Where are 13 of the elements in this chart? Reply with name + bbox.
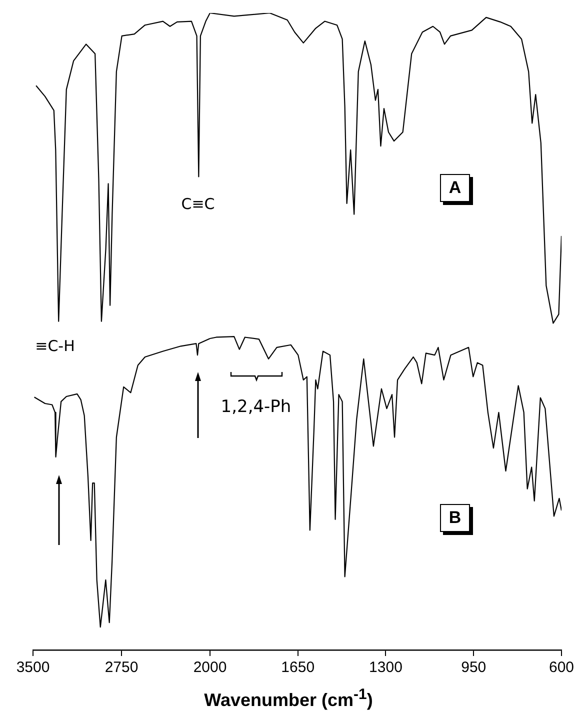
annotation: ≡C-H — [35, 337, 75, 355]
x-tick-label: 950 — [461, 659, 486, 676]
x-tick-label: 1300 — [369, 659, 402, 676]
x-tick-label: 3500 — [16, 659, 50, 676]
annotation: C≡C — [181, 195, 215, 213]
x-tick-label: 2000 — [193, 659, 227, 676]
annotation: 1,2,4-Ph — [220, 397, 292, 417]
x-tick-label: 2750 — [104, 659, 138, 676]
annotation: B — [440, 504, 470, 532]
x-tick-label: 1650 — [281, 659, 315, 676]
annotation: A — [440, 174, 470, 202]
x-axis-title: Wavenumber (cm$^{-1}$) — [203, 686, 374, 711]
x-tick-label: 600 — [548, 659, 574, 676]
